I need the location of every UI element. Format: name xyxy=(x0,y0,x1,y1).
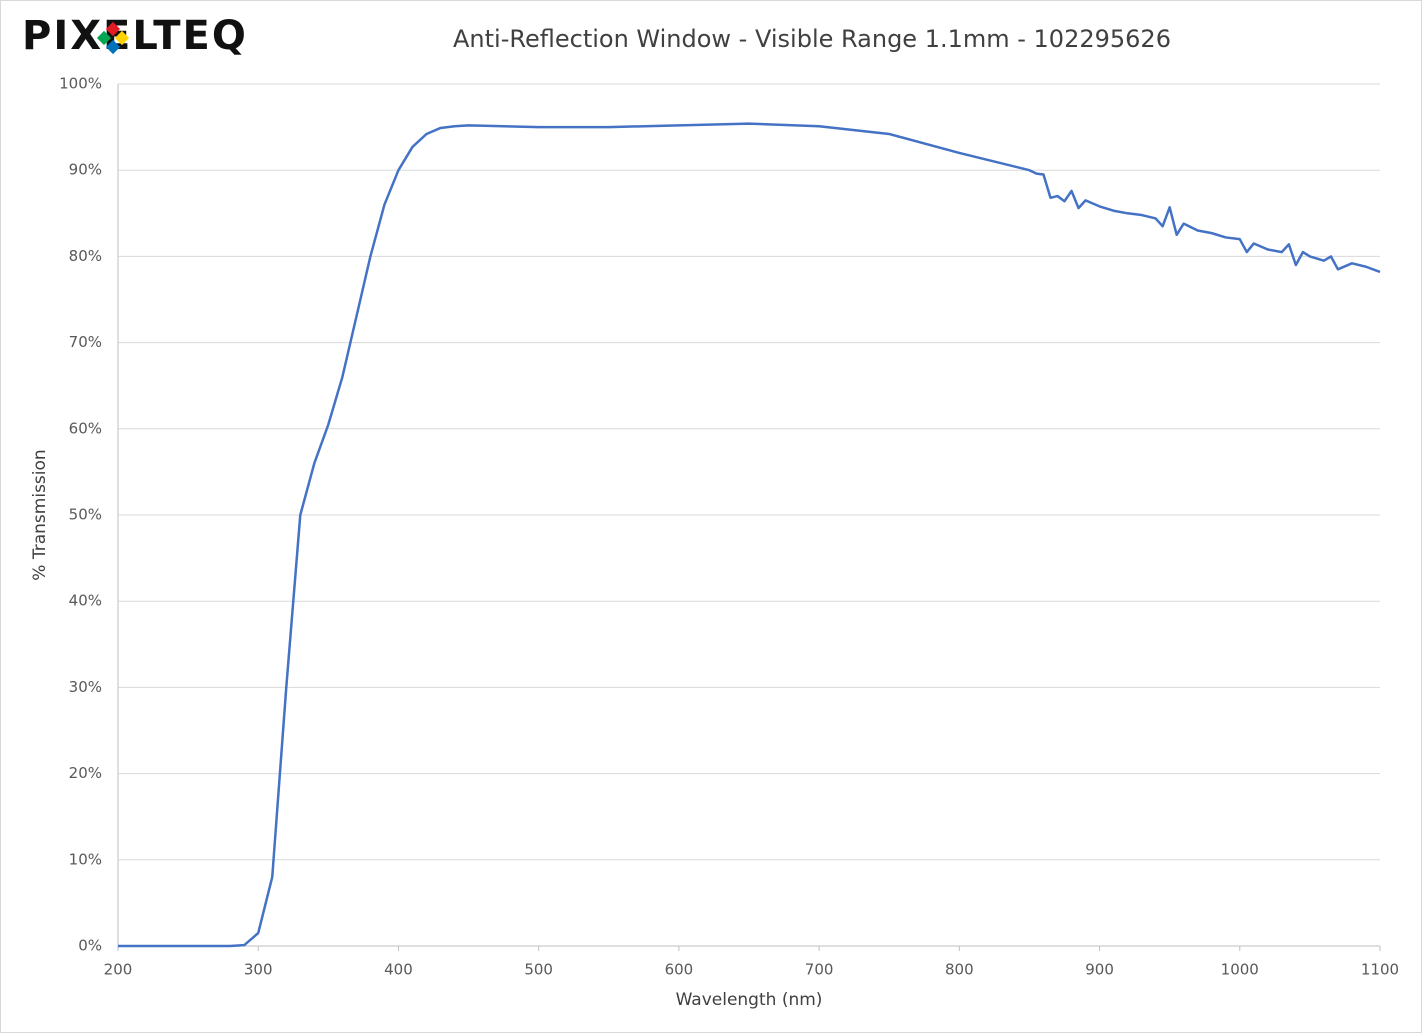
x-tick-label: 500 xyxy=(524,961,553,979)
logo-text: PIXELTEQ xyxy=(22,13,248,59)
y-tick-label: 30% xyxy=(69,678,102,696)
y-tick-label: 0% xyxy=(78,937,102,955)
x-tick-label: 600 xyxy=(665,961,694,979)
y-tick-label: 80% xyxy=(69,247,102,265)
y-tick-label: 40% xyxy=(69,592,102,610)
x-tick-label: 200 xyxy=(104,961,133,979)
x-tick-label: 900 xyxy=(1085,961,1114,979)
x-tick-label: 1000 xyxy=(1221,961,1259,979)
x-tick-label: 400 xyxy=(384,961,413,979)
data-line xyxy=(118,122,1381,948)
x-tick-label: 800 xyxy=(945,961,974,979)
x-tick-label: 1100 xyxy=(1361,961,1399,979)
chart-title: Anti-Reflection Window - Visible Range 1… xyxy=(453,25,1171,53)
x-tick-label: 700 xyxy=(805,961,834,979)
x-tick-label: 300 xyxy=(244,961,273,979)
x-axis-title: Wavelength (nm) xyxy=(676,990,823,1010)
y-tick-label: 60% xyxy=(69,419,102,437)
y-tick-label: 10% xyxy=(69,850,102,868)
y-tick-label: 50% xyxy=(69,506,102,524)
logo: PIXELTEQ xyxy=(22,13,248,59)
y-tick-label: 90% xyxy=(69,161,102,179)
y-axis-title: % Transmission xyxy=(30,449,50,580)
y-tick-label: 100% xyxy=(59,75,102,93)
y-tick-label: 20% xyxy=(69,764,102,782)
y-tick-label: 70% xyxy=(69,333,102,351)
